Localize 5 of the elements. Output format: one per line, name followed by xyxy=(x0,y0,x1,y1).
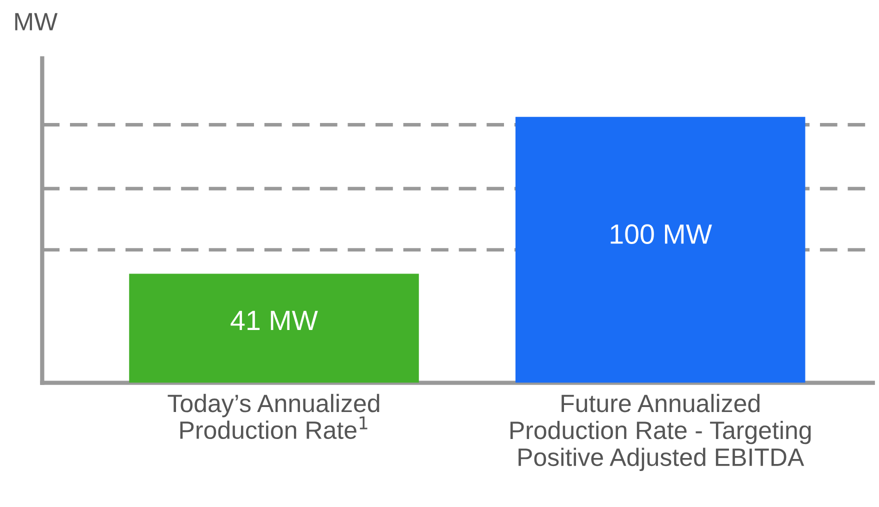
data-label: 100 MW xyxy=(610,224,712,244)
data-label: 41 MW xyxy=(230,310,318,330)
y-axis-title: MW xyxy=(15,13,58,30)
x-tick-label: Today’s Annualized Production Rate$^{1}$ xyxy=(168,394,380,440)
x-tick-label: Future Annualized Production Rate - Targeting Positive Adjusted EBITDA xyxy=(510,394,811,472)
